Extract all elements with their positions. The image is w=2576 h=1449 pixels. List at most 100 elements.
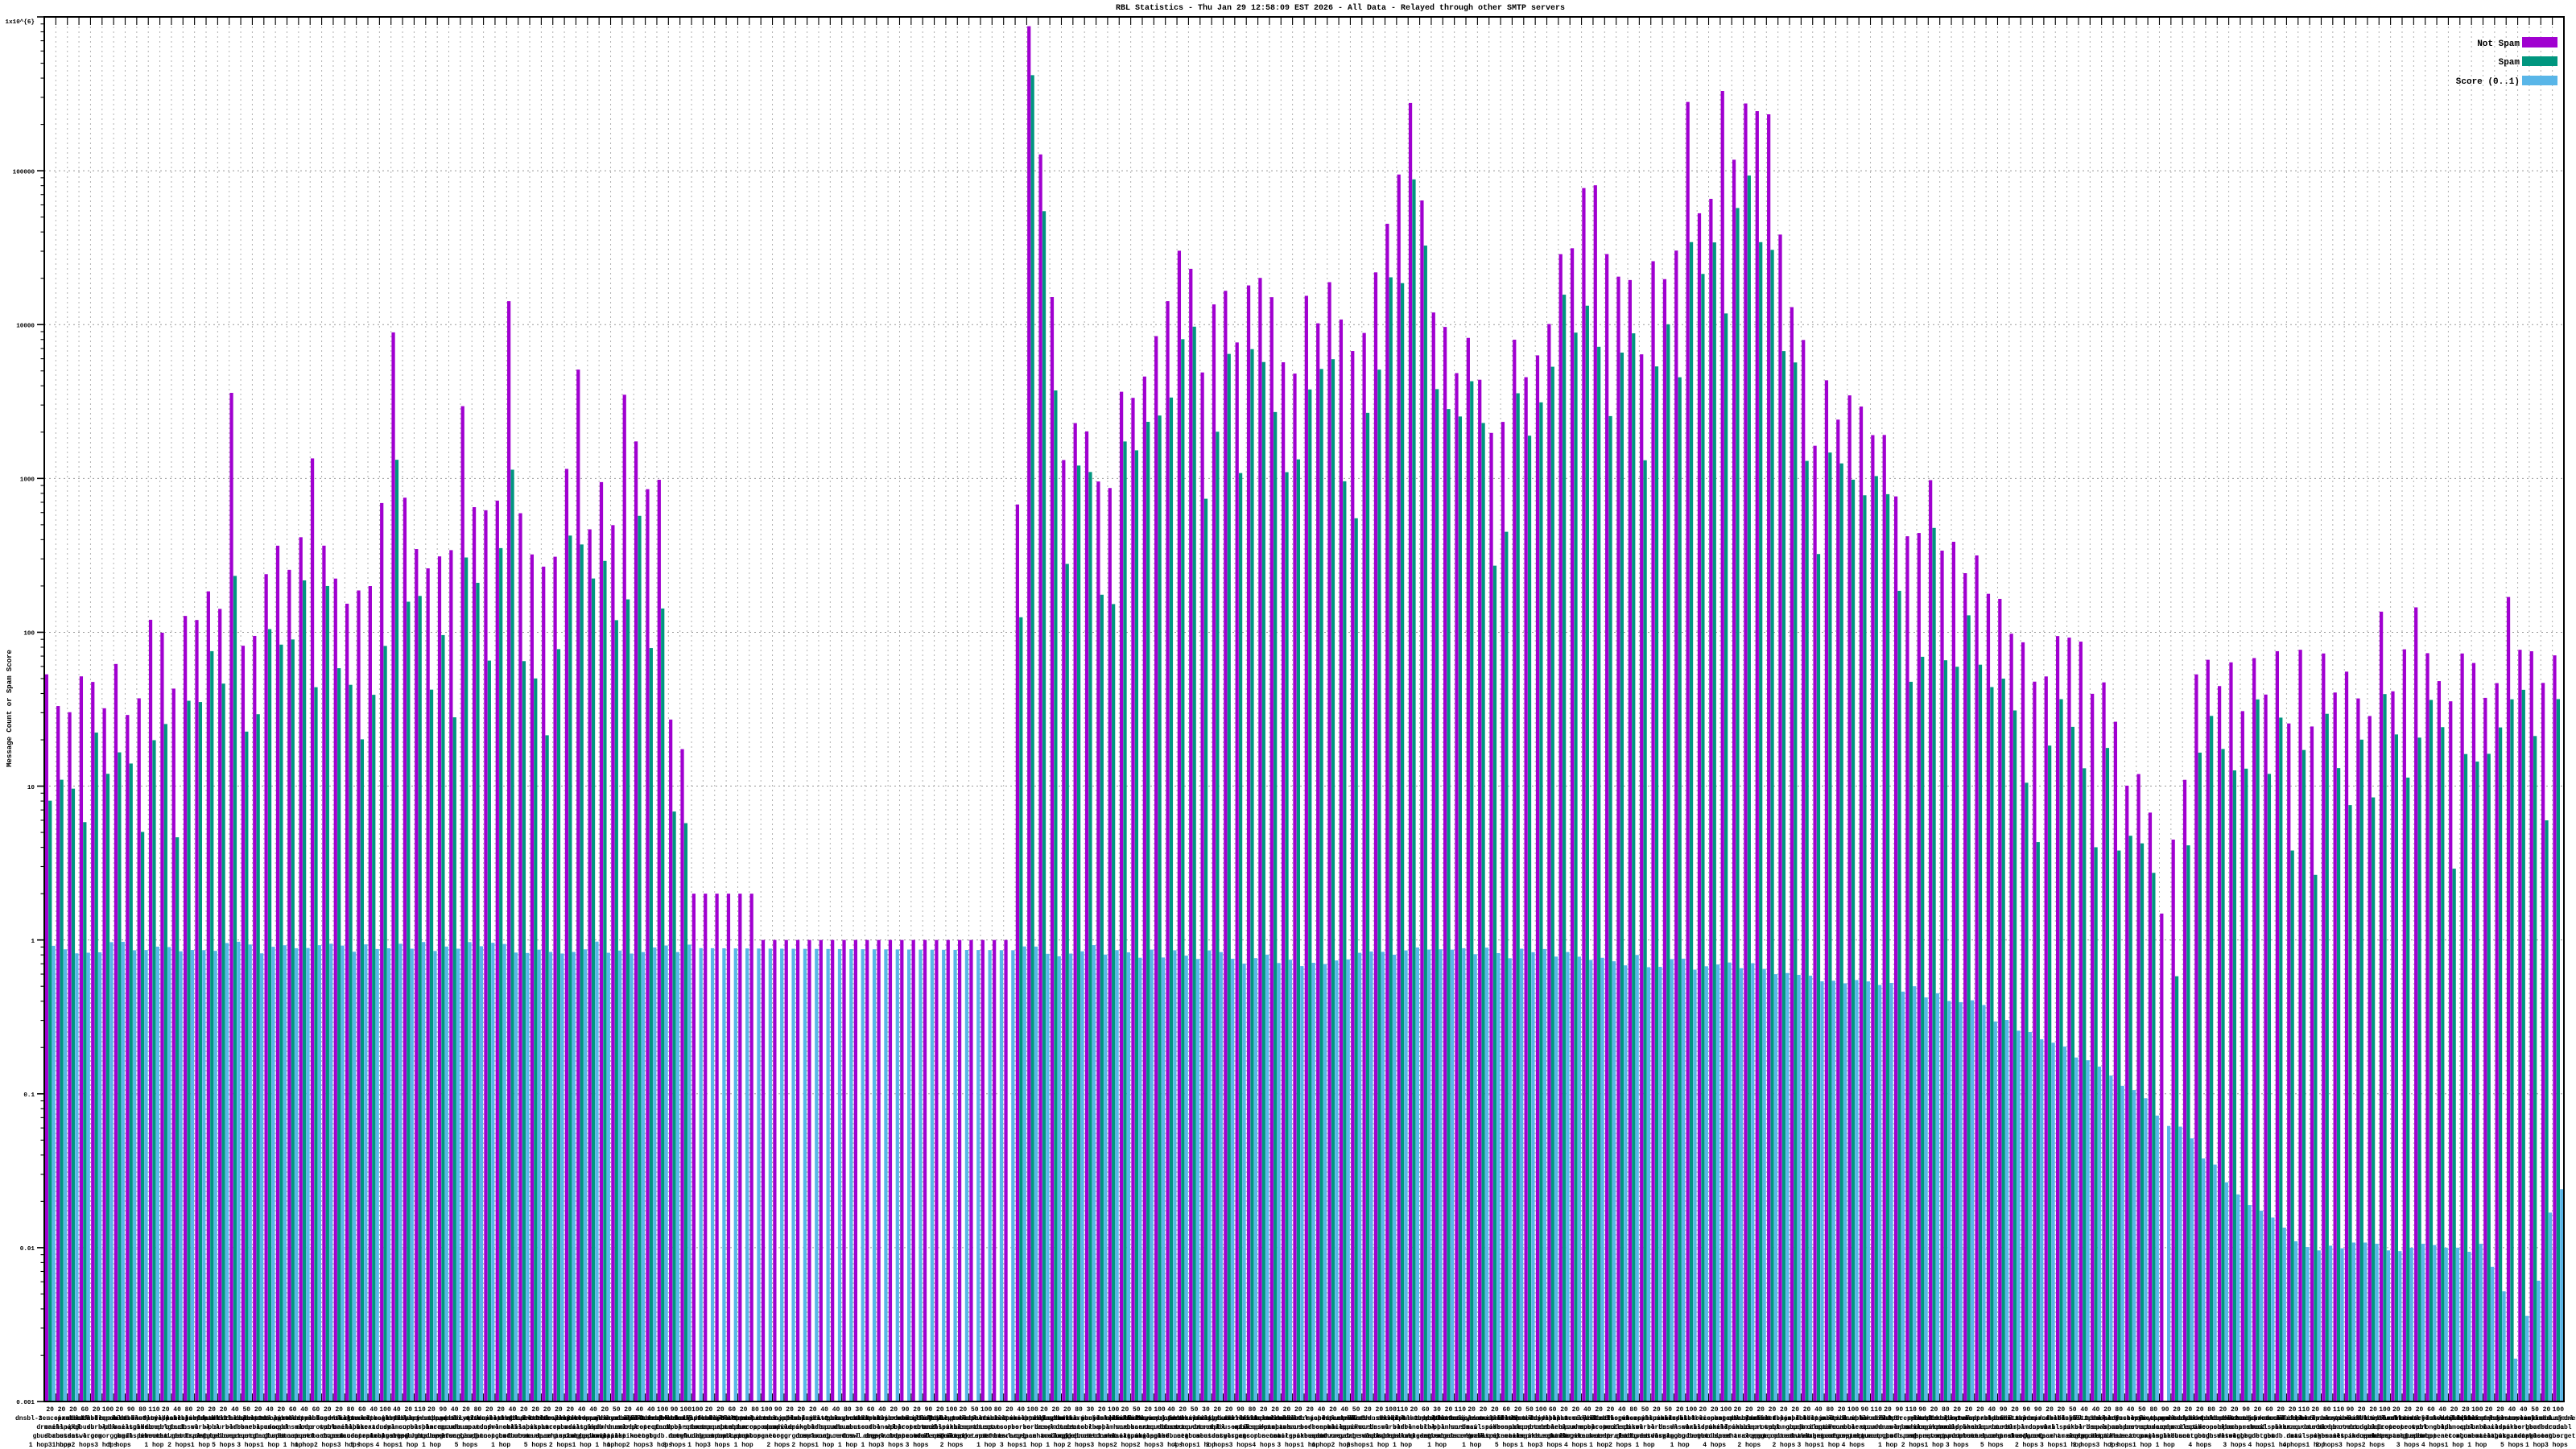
svg-text:20: 20 bbox=[1271, 1406, 1279, 1414]
svg-text:Not Spam: Not Spam bbox=[2477, 39, 2520, 49]
svg-text:40: 40 bbox=[1017, 1406, 1025, 1414]
svg-text:30: 30 bbox=[1433, 1406, 1441, 1414]
svg-text:4 hops: 4 hops bbox=[1703, 1442, 1726, 1449]
svg-text:40: 40 bbox=[393, 1406, 401, 1414]
svg-text:5 hops: 5 hops bbox=[2500, 1442, 2524, 1449]
svg-text:20: 20 bbox=[1480, 1406, 1488, 1414]
svg-text:110: 110 bbox=[1905, 1406, 1918, 1414]
svg-text:1 hop: 1 hop bbox=[1878, 1442, 1897, 1449]
svg-text:20: 20 bbox=[2485, 1406, 2493, 1414]
svg-text:2 hops: 2 hops bbox=[1113, 1442, 1137, 1449]
svg-text:Score (0..1): Score (0..1) bbox=[2456, 77, 2520, 87]
svg-text:20: 20 bbox=[1976, 1406, 1984, 1414]
svg-text:2 hops3 hops: 2 hops3 hops bbox=[1206, 1442, 1253, 1449]
svg-text:20: 20 bbox=[2277, 1406, 2285, 1414]
svg-text:100: 100 bbox=[1686, 1406, 1698, 1414]
svg-text:4 hops: 4 hops bbox=[2188, 1442, 2211, 1449]
svg-text:20: 20 bbox=[1803, 1406, 1811, 1414]
svg-text:20: 20 bbox=[2058, 1406, 2066, 1414]
svg-text:20: 20 bbox=[116, 1406, 124, 1414]
svg-text:4 hops: 4 hops bbox=[1842, 1442, 1865, 1449]
svg-text:60: 60 bbox=[867, 1406, 875, 1414]
svg-text:20: 20 bbox=[890, 1406, 898, 1414]
svg-text:100: 100 bbox=[379, 1406, 391, 1414]
svg-text:20: 20 bbox=[1653, 1406, 1661, 1414]
svg-text:20: 20 bbox=[2185, 1406, 2193, 1414]
svg-text:20: 20 bbox=[1179, 1406, 1187, 1414]
svg-text:20: 20 bbox=[2358, 1406, 2366, 1414]
svg-text:3 hops: 3 hops bbox=[2223, 1442, 2246, 1449]
svg-text:60: 60 bbox=[2265, 1406, 2273, 1414]
svg-text:90: 90 bbox=[1896, 1406, 1904, 1414]
svg-text:0.001: 0.001 bbox=[16, 1400, 35, 1406]
svg-text:20: 20 bbox=[1965, 1406, 1973, 1414]
svg-text:2 hops1 hop: 2 hops1 hop bbox=[1901, 1442, 1944, 1449]
svg-text:20: 20 bbox=[1838, 1406, 1846, 1414]
svg-text:80: 80 bbox=[1249, 1406, 1257, 1414]
svg-text:100: 100 bbox=[1026, 1406, 1038, 1414]
svg-text:20: 20 bbox=[566, 1406, 574, 1414]
svg-text:5 hops: 5 hops bbox=[455, 1442, 478, 1449]
svg-text:2 hops: 2 hops bbox=[1737, 1442, 1761, 1449]
svg-text:60: 60 bbox=[80, 1406, 89, 1414]
svg-text:40: 40 bbox=[300, 1406, 308, 1414]
svg-text:dronebl: dronebl bbox=[2545, 1424, 2572, 1431]
svg-text:40: 40 bbox=[2127, 1406, 2135, 1414]
svg-text:20: 20 bbox=[1468, 1406, 1476, 1414]
svg-text:80: 80 bbox=[1826, 1406, 1834, 1414]
svg-text:20: 20 bbox=[555, 1406, 563, 1414]
svg-text:100: 100 bbox=[946, 1406, 958, 1414]
svg-text:4 hops1 hop: 4 hops1 hop bbox=[376, 1442, 419, 1449]
svg-text:20: 20 bbox=[809, 1406, 817, 1414]
svg-text:3 hops: 3 hops bbox=[1946, 1442, 1969, 1449]
svg-text:100: 100 bbox=[680, 1406, 692, 1414]
svg-text:5 hops: 5 hops bbox=[350, 1442, 374, 1449]
svg-text:40: 40 bbox=[578, 1406, 586, 1414]
svg-text:50: 50 bbox=[2531, 1406, 2539, 1414]
svg-text:40: 40 bbox=[1167, 1406, 1175, 1414]
svg-text:20: 20 bbox=[1260, 1406, 1268, 1414]
svg-text:20: 20 bbox=[1329, 1406, 1337, 1414]
svg-text:100: 100 bbox=[102, 1406, 114, 1414]
svg-text:50: 50 bbox=[971, 1406, 979, 1414]
svg-text:60: 60 bbox=[358, 1406, 366, 1414]
svg-text:20: 20 bbox=[2011, 1406, 2019, 1414]
svg-text:20: 20 bbox=[2392, 1406, 2401, 1414]
svg-text:1 hop: 1 hop bbox=[1427, 1442, 1447, 1449]
svg-text:100: 100 bbox=[1154, 1406, 1166, 1414]
svg-text:90: 90 bbox=[2000, 1406, 2008, 1414]
svg-text:40: 40 bbox=[2092, 1406, 2100, 1414]
svg-text:40: 40 bbox=[1583, 1406, 1591, 1414]
svg-text:2 hops3 hops: 2 hops3 hops bbox=[2315, 1442, 2362, 1449]
svg-text:40: 40 bbox=[451, 1406, 459, 1414]
svg-text:40: 40 bbox=[1340, 1406, 1348, 1414]
svg-text:90: 90 bbox=[2242, 1406, 2250, 1414]
svg-text:20: 20 bbox=[162, 1406, 170, 1414]
svg-text:20: 20 bbox=[2404, 1406, 2412, 1414]
svg-text:3 hops1 hop: 3 hops1 hop bbox=[2109, 1442, 2152, 1449]
svg-text:20: 20 bbox=[740, 1406, 748, 1414]
svg-text:20: 20 bbox=[2173, 1406, 2181, 1414]
svg-text:40: 40 bbox=[1618, 1406, 1626, 1414]
svg-text:20: 20 bbox=[960, 1406, 968, 1414]
svg-text:40: 40 bbox=[231, 1406, 239, 1414]
svg-text:20: 20 bbox=[1040, 1406, 1048, 1414]
svg-text:110: 110 bbox=[148, 1406, 160, 1414]
svg-text:110: 110 bbox=[1871, 1406, 1883, 1414]
svg-text:20: 20 bbox=[208, 1406, 216, 1414]
svg-text:1 hop: 1 hop bbox=[1462, 1442, 1481, 1449]
svg-text:20: 20 bbox=[1607, 1406, 1615, 1414]
svg-text:20: 20 bbox=[2450, 1406, 2458, 1414]
svg-text:20: 20 bbox=[1930, 1406, 1938, 1414]
svg-text:40: 40 bbox=[589, 1406, 597, 1414]
svg-text:40: 40 bbox=[2438, 1406, 2446, 1414]
svg-text:20: 20 bbox=[1791, 1406, 1799, 1414]
svg-text:20: 20 bbox=[404, 1406, 412, 1414]
svg-text:20: 20 bbox=[1294, 1406, 1302, 1414]
svg-text:20: 20 bbox=[2289, 1406, 2297, 1414]
svg-text:3 hops1 hop: 3 hops1 hop bbox=[1000, 1442, 1042, 1449]
svg-text:1 hop: 1 hop bbox=[2467, 1442, 2487, 1449]
svg-text:20: 20 bbox=[93, 1406, 101, 1414]
svg-text:90: 90 bbox=[1918, 1406, 1926, 1414]
svg-text:20: 20 bbox=[2369, 1406, 2377, 1414]
